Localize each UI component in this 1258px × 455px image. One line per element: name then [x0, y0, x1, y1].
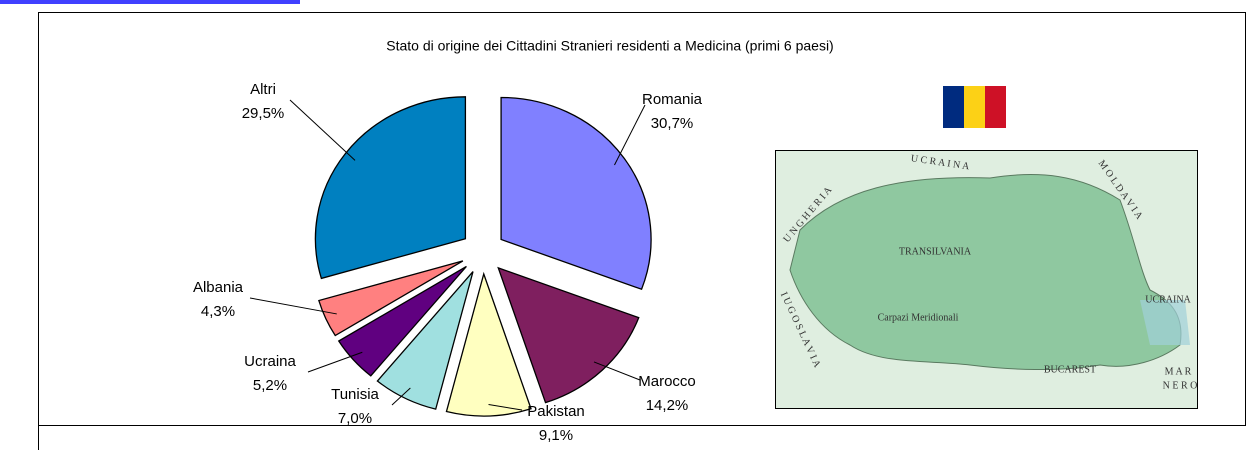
chart: Stato di origine dei Cittadini Stranieri…: [0, 0, 1258, 450]
slice-value-label: 4,3%: [201, 303, 235, 320]
flag: [943, 86, 1006, 128]
page: Stato di origine dei Cittadini Stranieri…: [0, 0, 1258, 450]
map-label: M A R: [1165, 366, 1192, 377]
slice-value-label: 30,7%: [651, 115, 694, 132]
slice-label: Marocco: [638, 373, 696, 390]
slice-value-label: 9,1%: [539, 427, 573, 444]
top-strip: [0, 0, 300, 4]
slice-label: Tunisia: [331, 386, 379, 403]
slice-label: Romania: [642, 91, 703, 108]
chart-title: Stato di origine dei Cittadini Stranieri…: [386, 38, 833, 54]
map-label: N E R O: [1163, 380, 1198, 391]
map-label: UCRAINA: [1145, 294, 1191, 305]
slice-label: Ucraina: [244, 353, 296, 370]
slice-label: Pakistan: [527, 403, 585, 420]
slice-value-label: 29,5%: [242, 105, 285, 122]
slice-value-label: 14,2%: [646, 397, 689, 414]
map-label: BUCAREST: [1044, 364, 1096, 375]
map-label: Carpazi Meridionali: [878, 312, 959, 323]
slice-label: Altri: [250, 81, 276, 98]
slice-value-label: 5,2%: [253, 377, 287, 394]
slice-label: Albania: [193, 279, 244, 296]
slice-value-label: 7,0%: [338, 410, 372, 427]
map-label: TRANSILVANIA: [899, 246, 972, 257]
